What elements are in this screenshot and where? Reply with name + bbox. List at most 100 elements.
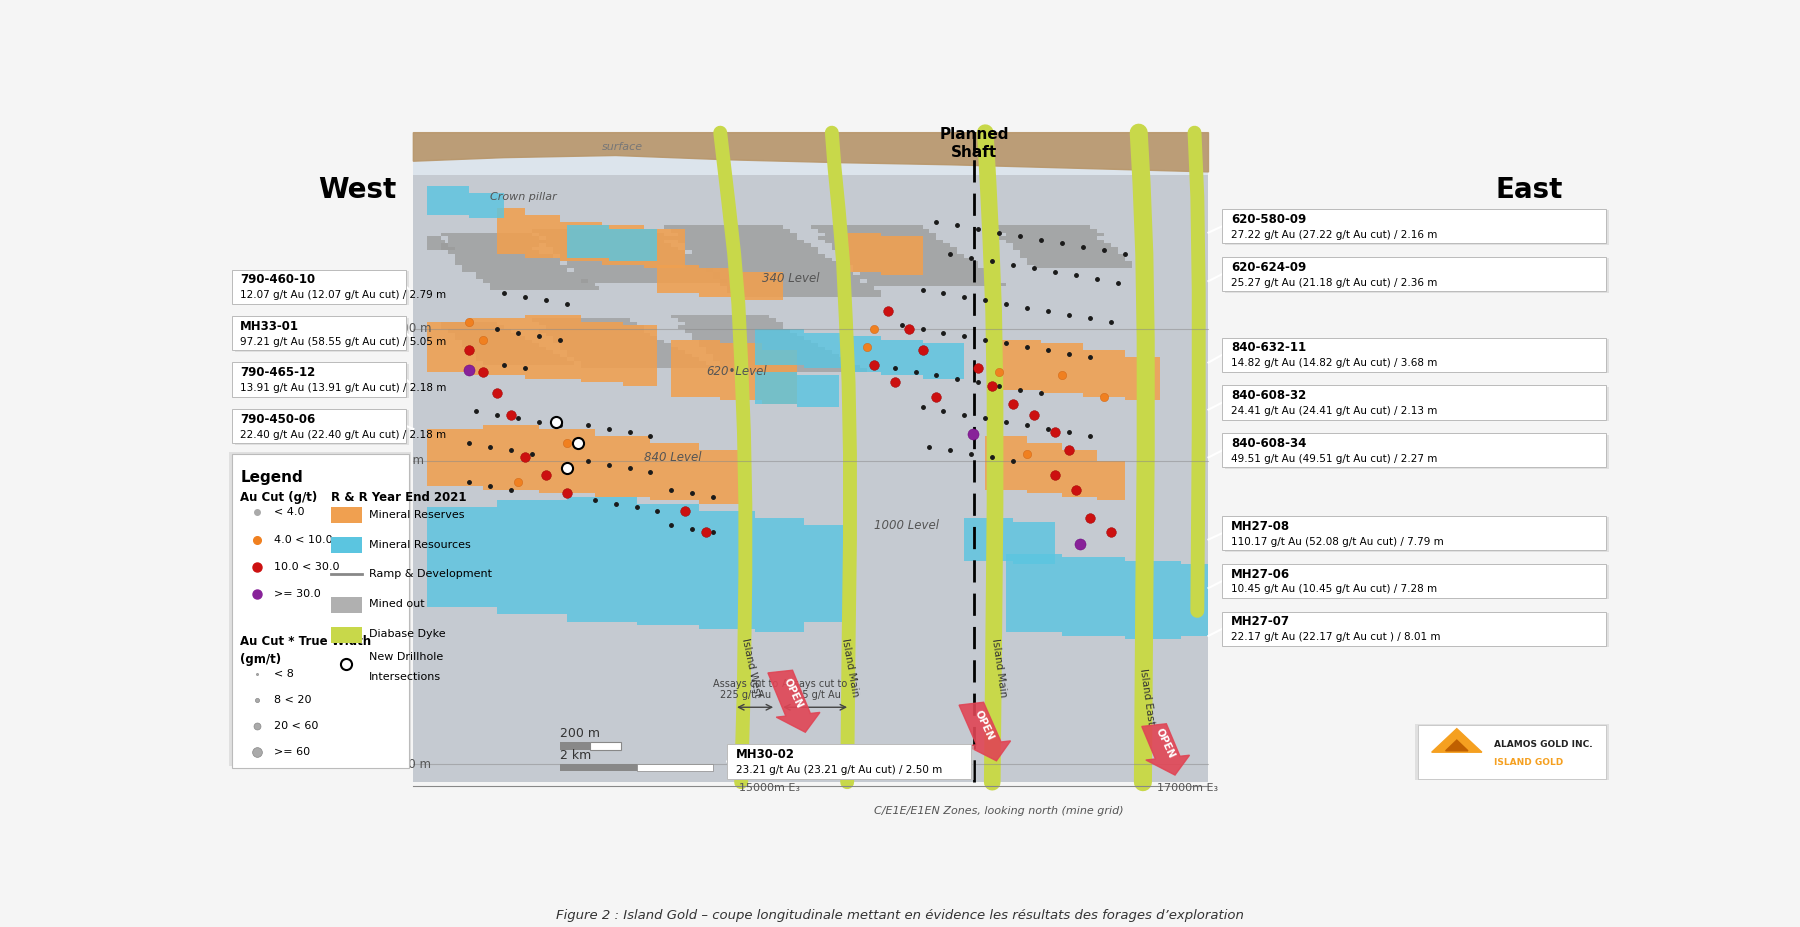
Bar xyxy=(720,362,853,364)
Bar xyxy=(455,333,518,337)
Text: 110.17 g/t Au (52.08 g/t Au cut) / 7.79 m: 110.17 g/t Au (52.08 g/t Au cut) / 7.79 … xyxy=(1231,537,1444,547)
Text: 200 m: 200 m xyxy=(560,728,599,741)
Bar xyxy=(1013,247,1118,250)
Bar xyxy=(853,265,979,268)
Bar xyxy=(756,329,805,364)
Bar xyxy=(1222,386,1606,420)
Bar xyxy=(331,628,362,643)
Bar xyxy=(601,225,644,265)
Bar xyxy=(713,354,839,358)
Bar xyxy=(331,507,362,523)
Bar xyxy=(1125,358,1159,400)
Bar xyxy=(427,429,482,486)
Bar xyxy=(657,265,698,293)
Bar xyxy=(756,372,797,404)
Bar xyxy=(533,318,630,322)
Text: 620-580-09: 620-580-09 xyxy=(1231,213,1307,226)
Text: >= 60: >= 60 xyxy=(274,746,310,756)
Bar xyxy=(455,337,526,339)
Bar xyxy=(567,265,706,268)
Bar xyxy=(1062,557,1125,636)
Text: 1000 Level: 1000 Level xyxy=(873,519,938,532)
Bar xyxy=(671,314,769,318)
Bar xyxy=(1226,339,1609,374)
Bar xyxy=(553,247,679,250)
Bar xyxy=(810,225,922,229)
Bar xyxy=(698,511,754,629)
Bar xyxy=(448,236,538,240)
Bar xyxy=(761,350,797,404)
Text: (gm/t): (gm/t) xyxy=(241,653,281,666)
Bar xyxy=(706,265,839,268)
Bar xyxy=(560,347,679,350)
Bar xyxy=(1418,725,1606,779)
Bar xyxy=(1226,565,1609,600)
Text: 49.51 g/t Au (49.51 g/t Au cut) / 2.27 m: 49.51 g/t Au (49.51 g/t Au cut) / 2.27 m xyxy=(1231,454,1436,464)
Bar xyxy=(441,233,533,236)
Bar xyxy=(805,333,846,368)
FancyArrow shape xyxy=(1141,724,1190,775)
Bar xyxy=(234,271,409,305)
Bar xyxy=(679,233,797,236)
Text: 2 km: 2 km xyxy=(560,749,590,762)
Bar xyxy=(965,518,1013,561)
Text: 15000m E₃: 15000m E₃ xyxy=(738,783,799,793)
Bar xyxy=(414,133,1208,175)
Bar xyxy=(1415,724,1609,780)
Bar xyxy=(693,250,817,254)
Bar xyxy=(1226,387,1609,421)
Bar xyxy=(553,250,686,254)
Bar xyxy=(824,240,943,243)
Bar xyxy=(679,240,805,243)
Bar xyxy=(581,275,720,279)
Bar xyxy=(1222,433,1606,467)
Bar xyxy=(846,337,880,372)
Text: Mineral Reserves: Mineral Reserves xyxy=(369,510,464,519)
Bar xyxy=(698,268,742,297)
Bar xyxy=(463,265,567,268)
Bar xyxy=(686,322,783,325)
Text: East: East xyxy=(1496,176,1562,204)
Bar xyxy=(490,286,599,290)
Bar xyxy=(497,501,567,615)
Bar xyxy=(1222,564,1606,598)
Bar xyxy=(1062,451,1096,497)
Bar xyxy=(553,337,657,339)
Bar xyxy=(720,343,761,400)
Bar xyxy=(482,362,574,364)
Text: MH27-08: MH27-08 xyxy=(1231,520,1291,533)
Bar xyxy=(427,247,455,250)
Bar xyxy=(1226,259,1609,293)
Bar xyxy=(1006,233,1103,236)
Bar xyxy=(538,429,594,493)
Bar xyxy=(560,222,601,261)
Polygon shape xyxy=(1445,740,1469,751)
Bar xyxy=(713,275,860,279)
Bar xyxy=(497,208,526,254)
Bar xyxy=(698,261,839,265)
Bar xyxy=(470,347,545,350)
Bar xyxy=(448,240,545,243)
Bar xyxy=(538,240,664,243)
Bar xyxy=(441,322,497,325)
Bar xyxy=(679,318,776,322)
Text: ALAMOS GOLD INC.: ALAMOS GOLD INC. xyxy=(1494,740,1593,749)
Bar xyxy=(671,339,720,397)
Bar xyxy=(698,451,742,504)
Bar xyxy=(693,333,797,337)
Bar xyxy=(475,272,574,275)
Bar xyxy=(664,225,783,229)
Bar xyxy=(832,247,958,250)
Text: Legend: Legend xyxy=(241,470,302,485)
Text: Island Main: Island Main xyxy=(990,638,1008,698)
Bar xyxy=(706,347,824,350)
Bar xyxy=(427,243,448,247)
Bar xyxy=(637,765,713,771)
Bar xyxy=(693,254,824,258)
Bar xyxy=(1226,517,1609,552)
Bar xyxy=(1040,343,1084,393)
Bar xyxy=(581,362,706,364)
Bar xyxy=(999,229,1096,233)
Bar xyxy=(817,229,929,233)
Text: 14.82 g/t Au (14.82 g/t Au cut) / 3.68 m: 14.82 g/t Au (14.82 g/t Au cut) / 3.68 m xyxy=(1231,358,1436,368)
